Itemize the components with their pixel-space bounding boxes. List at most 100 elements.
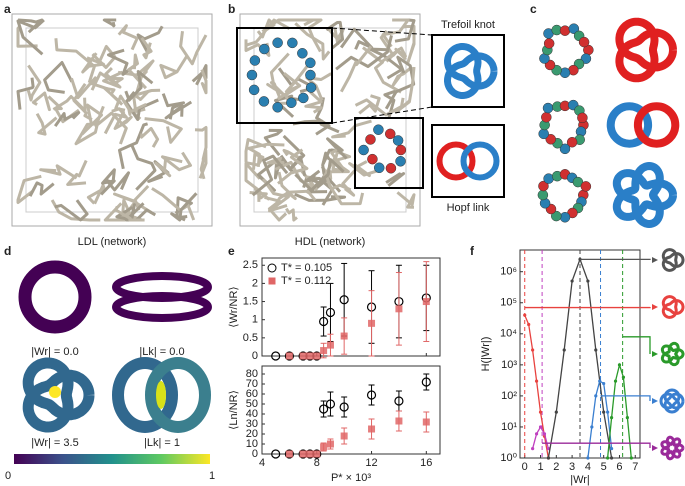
data-point <box>534 379 539 383</box>
torus-label: |Lk| = 0.0 <box>139 346 184 358</box>
bond <box>283 64 309 94</box>
atom <box>395 144 407 156</box>
legend-marker <box>268 277 276 285</box>
panel-label: e <box>228 244 235 258</box>
ring <box>436 141 476 181</box>
panel-label: a <box>4 2 11 16</box>
knot <box>659 388 685 414</box>
atom <box>395 156 406 167</box>
x-tick-label: 7 <box>632 461 638 473</box>
bond <box>266 156 285 165</box>
y-tick-label: 70 <box>246 378 258 390</box>
marker <box>313 352 321 360</box>
atom <box>365 134 376 145</box>
bond <box>114 205 145 222</box>
atom <box>286 97 297 109</box>
data-point <box>586 279 590 283</box>
data-point <box>602 410 606 414</box>
y-tick-label: 2.5 <box>243 259 258 271</box>
atom <box>542 102 554 114</box>
atom <box>249 55 261 66</box>
marker <box>368 425 376 433</box>
bond <box>294 158 345 192</box>
bond <box>348 162 380 178</box>
marker <box>284 449 294 459</box>
arrow-head <box>652 445 658 451</box>
y-axis-label: ⟨Wr/NR⟩ <box>228 286 240 327</box>
marker <box>325 307 336 318</box>
bond <box>294 22 331 61</box>
bond <box>170 192 198 222</box>
x-axis-label: P* × 10³ <box>331 472 371 484</box>
panel-label: f <box>470 244 475 258</box>
atom <box>298 92 309 104</box>
torus-label: |Lk| = 1 <box>144 437 180 449</box>
marker <box>319 404 329 414</box>
marker <box>395 417 403 425</box>
knot <box>444 43 498 99</box>
atom <box>392 135 404 146</box>
bond <box>136 25 164 54</box>
bond <box>391 65 413 87</box>
bond <box>282 148 302 160</box>
atom <box>537 189 549 201</box>
bond <box>140 126 160 148</box>
marker <box>271 351 281 361</box>
marker <box>299 450 307 458</box>
marker <box>421 377 431 387</box>
bond <box>90 71 124 91</box>
atom <box>373 124 384 135</box>
bond <box>179 31 208 66</box>
x-tick-label: 2 <box>553 461 559 473</box>
marker <box>366 390 377 400</box>
data-point <box>609 416 614 420</box>
torus <box>112 357 178 433</box>
bond <box>70 76 110 100</box>
y-tick-label: 10³ <box>501 359 517 371</box>
arrow <box>580 258 651 260</box>
data-point <box>602 381 606 386</box>
data-point <box>594 348 598 352</box>
highlight <box>156 381 166 409</box>
atom <box>272 102 283 113</box>
knot <box>660 341 685 367</box>
connector <box>331 106 433 124</box>
legend-label: T* = 0.112 <box>281 275 331 287</box>
data-point <box>609 456 614 460</box>
atom <box>568 23 580 34</box>
bond <box>261 178 290 213</box>
bond <box>335 35 393 71</box>
data-point <box>523 313 527 317</box>
bond <box>304 169 334 206</box>
y-tick-label: 1 <box>252 314 258 326</box>
bond <box>144 117 183 144</box>
marker <box>326 440 334 448</box>
bond <box>124 70 154 102</box>
atom <box>559 212 571 223</box>
caption: LDL (network) <box>78 236 147 248</box>
bond <box>325 176 365 206</box>
x-tick-label: 4 <box>259 457 265 469</box>
atom <box>259 43 270 55</box>
bond <box>50 199 101 222</box>
y-tick-label: 40 <box>246 408 258 420</box>
bond <box>161 151 192 172</box>
x-tick-label: 16 <box>420 457 432 469</box>
atom <box>367 153 378 165</box>
bond <box>164 100 193 120</box>
highlight-box <box>236 27 333 124</box>
bond <box>194 126 208 161</box>
atom <box>297 48 308 59</box>
atom <box>305 82 317 93</box>
bond <box>381 46 407 63</box>
torus <box>112 292 212 322</box>
bond <box>361 46 402 94</box>
marker <box>340 432 348 440</box>
bond <box>86 183 106 205</box>
arrow-head <box>652 351 658 357</box>
bond <box>385 172 406 187</box>
bond <box>102 18 117 28</box>
bond <box>325 20 345 50</box>
bond <box>339 27 374 50</box>
